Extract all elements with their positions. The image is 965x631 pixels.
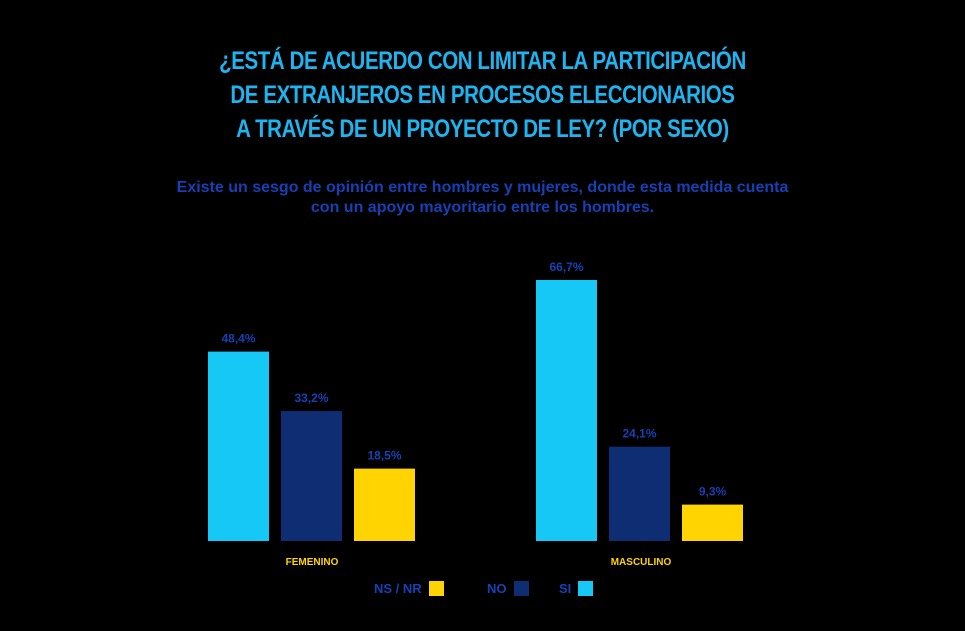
data-label-masculino-si: 66,7% [549,260,583,274]
bar-femenino-no [281,411,342,541]
chart-title-line-1: ¿ESTÁ DE ACUERDO CON LIMITAR LA PARTICIP… [219,47,746,75]
data-label-femenino-no: 33,2% [294,391,328,405]
bar-femenino-ns-nr [354,468,415,541]
data-label-femenino-si: 48,4% [221,332,255,346]
bar-masculino-no [609,446,670,541]
legend-item-no: NO [487,581,529,596]
chart-subtitle: Existe un sesgo de opinión entre hombres… [0,178,965,218]
data-label-masculino-ns-nr: 9,3% [699,485,727,499]
legend-item-si: SI [559,581,594,596]
chart-subtitle-line-1: Existe un sesgo de opinión entre hombres… [176,179,789,196]
chart-title-line-3: A TRAVÉS DE UN PROYECTO DE LEY? (POR SEX… [236,115,729,143]
data-label-masculino-no: 24,1% [622,427,656,441]
legend-label-no: NO [487,581,507,596]
legend-label-si: SI [559,581,572,596]
category-label-masculino: MASCULINO [611,557,672,568]
legend-swatch-ns-nr [428,581,444,596]
chart-legend: NS / NR NO SI [0,581,965,603]
chart-title: ¿ESTÁ DE ACUERDO CON LIMITAR LA PARTICIP… [87,44,878,146]
legend-swatch-no [513,581,529,596]
chart-title-line-2: DE EXTRANJEROS EN PROCESOS ELECCIONARIOS [230,81,735,109]
chart-subtitle-line-2: con un apoyo mayoritario entre los hombr… [310,199,655,216]
data-label-femenino-ns-nr: 18,5% [367,449,401,463]
legend-item-ns-nr: NS / NR [374,581,444,596]
legend-label-ns-nr: NS / NR [374,581,422,596]
category-label-femenino: FEMENINO [286,557,339,568]
legend-swatch-si [578,581,594,596]
bar-femenino-si [208,351,269,541]
bar-masculino-si [536,280,597,541]
bar-masculino-ns-nr [682,504,743,541]
